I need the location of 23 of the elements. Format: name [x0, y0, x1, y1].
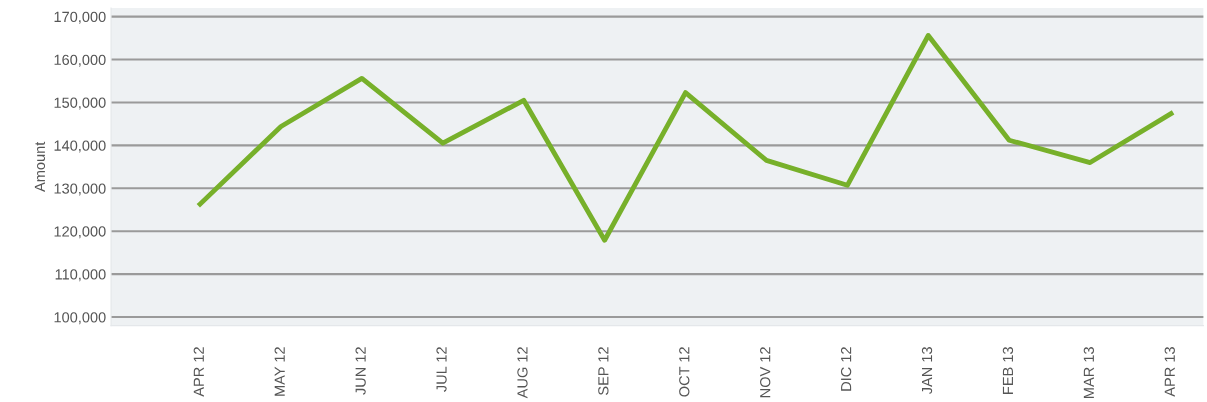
x-tick-label: APR 13 — [1164, 347, 1175, 397]
y-tick-label: 100,000 — [54, 312, 106, 325]
y-tick-label: 170,000 — [54, 11, 106, 24]
x-tick-label: OCT 12 — [679, 347, 690, 397]
y-tick-label: 120,000 — [54, 226, 106, 239]
x-tick-label: NOV 12 — [760, 347, 771, 398]
x-tick-label: JUL 12 — [436, 347, 447, 392]
x-tick-label: MAY 12 — [274, 347, 285, 396]
x-tick-label: DIC 12 — [840, 347, 852, 391]
x-tick-label: MAR 13 — [1083, 347, 1095, 398]
x-tick-label: APR 12 — [193, 347, 204, 397]
y-tick-label: 130,000 — [54, 183, 106, 196]
x-tick-label: JUN 12 — [355, 347, 366, 395]
y-tick-label: 110,000 — [55, 269, 106, 282]
x-tick-label: SEP 12 — [598, 347, 609, 395]
x-tick-label: AUG 12 — [517, 347, 528, 399]
y-axis-title: Amount — [34, 141, 46, 192]
x-tick-label: JAN 13 — [921, 347, 933, 395]
y-tick-label: 160,000 — [54, 54, 106, 67]
y-tick-label: 150,000 — [54, 97, 106, 110]
line-series — [197, 33, 1174, 243]
x-tick-label: FEB 13 — [1002, 347, 1014, 394]
y-tick-label: 140,000 — [54, 140, 106, 153]
